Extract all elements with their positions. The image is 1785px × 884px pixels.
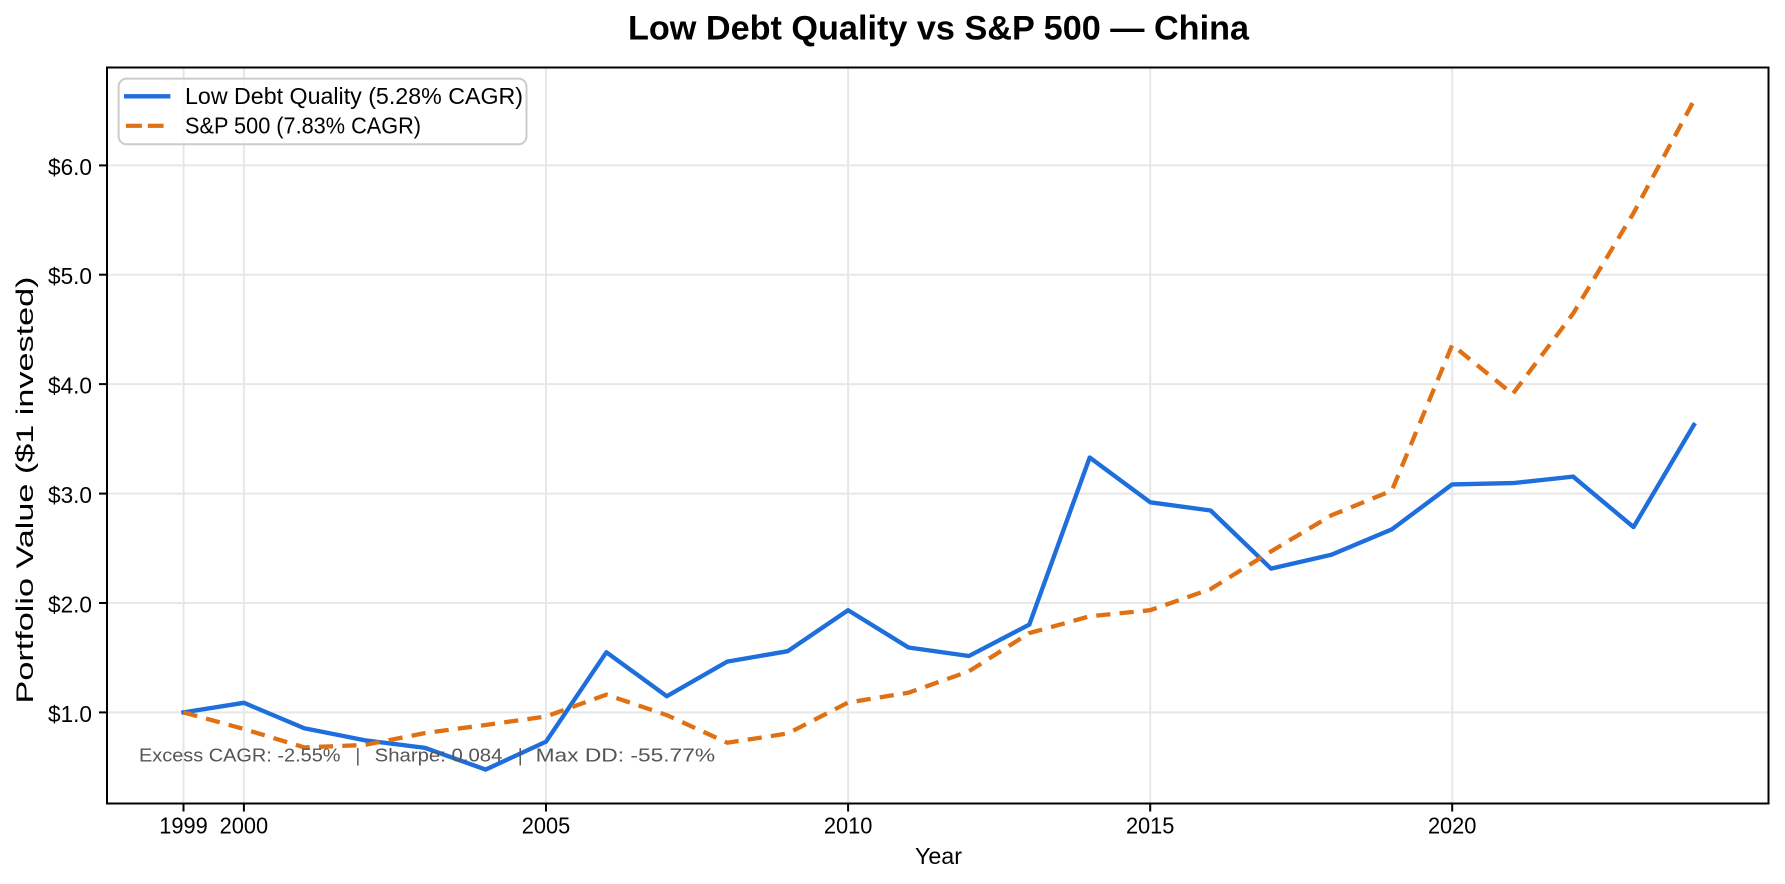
svg-text:Low Debt Quality (5.28% CAGR): Low Debt Quality (5.28% CAGR) bbox=[185, 83, 523, 109]
svg-text:$4.0: $4.0 bbox=[48, 373, 92, 399]
svg-text:2010: 2010 bbox=[824, 813, 873, 839]
svg-text:Max DD: -55.77%: Max DD: -55.77% bbox=[536, 746, 716, 766]
svg-text:$2.0: $2.0 bbox=[48, 592, 92, 618]
svg-text:Excess CAGR: -2.55%: Excess CAGR: -2.55% bbox=[139, 746, 341, 766]
svg-text:|: | bbox=[356, 746, 361, 766]
svg-text:Low Debt Quality vs S&P 500 —: Low Debt Quality vs S&P 500 — China bbox=[628, 10, 1250, 48]
svg-text:$1.0: $1.0 bbox=[48, 701, 92, 727]
svg-text:S&P 500 (7.83% CAGR): S&P 500 (7.83% CAGR) bbox=[185, 113, 421, 139]
svg-text:1999: 1999 bbox=[159, 813, 208, 839]
svg-text:2015: 2015 bbox=[1126, 813, 1175, 839]
svg-text:Sharpe: 0.084: Sharpe: 0.084 bbox=[375, 746, 503, 766]
svg-text:|: | bbox=[518, 746, 523, 766]
svg-text:2020: 2020 bbox=[1428, 813, 1477, 839]
svg-text:2000: 2000 bbox=[220, 813, 269, 839]
svg-text:$6.0: $6.0 bbox=[48, 154, 92, 180]
svg-text:2005: 2005 bbox=[522, 813, 571, 839]
svg-text:Portfolio Value ($1 invested): Portfolio Value ($1 invested) bbox=[12, 277, 39, 704]
svg-text:$5.0: $5.0 bbox=[48, 263, 92, 289]
svg-text:$3.0: $3.0 bbox=[48, 482, 92, 508]
svg-text:Year: Year bbox=[915, 843, 962, 869]
